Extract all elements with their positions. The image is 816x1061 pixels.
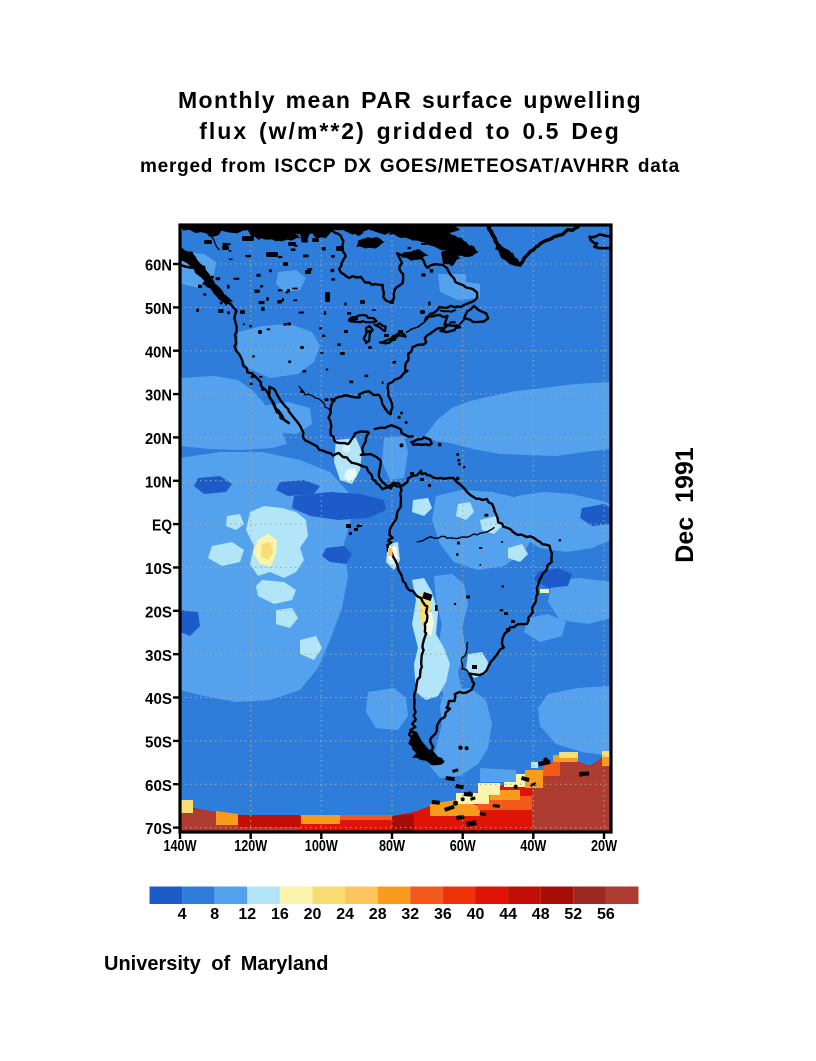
svg-text:40N: 40N <box>145 344 172 361</box>
svg-text:10S: 10S <box>145 561 172 578</box>
svg-text:140W: 140W <box>164 838 197 855</box>
svg-text:merged from ISCCP DX GOES/METE: merged from ISCCP DX GOES/METEOSAT/AVHRR… <box>140 156 680 177</box>
svg-text:48: 48 <box>532 906 550 923</box>
svg-text:University of Maryland: University of Maryland <box>104 953 329 975</box>
svg-text:50S: 50S <box>145 735 172 752</box>
svg-text:20S: 20S <box>145 604 172 621</box>
svg-text:100W: 100W <box>305 838 338 855</box>
svg-text:36: 36 <box>434 906 452 923</box>
svg-text:EQ: EQ <box>152 518 172 535</box>
svg-text:70S: 70S <box>145 821 172 838</box>
svg-text:30S: 30S <box>145 648 172 665</box>
svg-text:60S: 60S <box>145 778 172 795</box>
svg-text:8: 8 <box>210 906 219 923</box>
svg-text:40W: 40W <box>520 838 546 855</box>
svg-text:24: 24 <box>336 906 354 923</box>
svg-text:Dec 1991: Dec 1991 <box>671 447 699 563</box>
svg-text:44: 44 <box>499 906 517 923</box>
svg-text:20N: 20N <box>145 431 172 448</box>
svg-text:16: 16 <box>271 906 289 923</box>
svg-text:40S: 40S <box>145 691 172 708</box>
svg-text:80W: 80W <box>379 838 405 855</box>
svg-text:120W: 120W <box>234 838 267 855</box>
svg-text:20W: 20W <box>591 838 617 855</box>
svg-text:52: 52 <box>564 906 582 923</box>
svg-text:60W: 60W <box>450 838 476 855</box>
svg-text:flux (w/m**2) gridded to 0.5 D: flux (w/m**2) gridded to 0.5 Deg <box>199 118 621 144</box>
svg-text:30N: 30N <box>145 388 172 405</box>
svg-text:10N: 10N <box>145 474 172 491</box>
svg-text:12: 12 <box>238 906 256 923</box>
svg-text:4: 4 <box>178 906 187 923</box>
svg-text:56: 56 <box>597 906 615 923</box>
svg-text:50N: 50N <box>145 301 172 318</box>
svg-text:60N: 60N <box>145 258 172 275</box>
svg-text:Monthly mean PAR surface upwel: Monthly mean PAR surface upwelling <box>178 87 642 113</box>
svg-text:28: 28 <box>369 906 387 923</box>
svg-text:40: 40 <box>467 906 485 923</box>
svg-text:20: 20 <box>304 906 322 923</box>
svg-text:32: 32 <box>401 906 419 923</box>
